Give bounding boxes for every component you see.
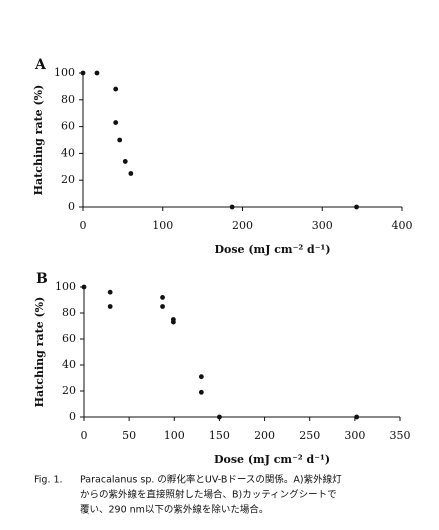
data-point [229,204,235,210]
x-tick-label: 350 [390,429,411,442]
y-tick-label: 80 [61,93,75,106]
y-tick-label: 0 [69,410,76,423]
y-tick-label: 60 [62,332,76,345]
x-tick-label: 200 [232,219,253,232]
data-point [160,304,165,309]
x-tick-label: 200 [254,429,275,442]
data-point [122,159,128,164]
x-tick-label: 100 [152,219,173,232]
y-tick-label: 60 [61,120,75,133]
data-point [170,319,176,325]
data-point [113,86,119,92]
caption-line: 覆い、290 nm以下の紫外線を除いた場合。 [80,504,268,516]
caption-label: Fig. 1. [34,475,63,486]
data-point [113,120,119,125]
x-tick-label: 300 [344,429,365,442]
y-tick-label: 20 [62,384,76,397]
y-tick-label: 40 [61,146,75,159]
x-tick-label: 50 [122,429,136,442]
y-tick-label: 80 [62,306,76,319]
data-point [107,289,113,295]
data-point [354,414,360,420]
x-tick-label: 100 [164,429,185,442]
y-tick-label: 0 [68,200,75,213]
data-point [81,284,87,290]
data-point [94,70,100,76]
data-point [128,171,134,176]
panel-label: B [36,271,48,287]
x-tick-label: 300 [312,219,333,232]
data-point [107,304,113,309]
x-tick-label: 150 [209,429,230,442]
y-axis-label: Hatching rate (%) [33,297,46,408]
caption-line: Paracalanus sp. の孵化率とUV-Bドースの関係。A)紫外線灯 [80,474,342,486]
y-tick-label: 100 [55,280,76,293]
panel-label: A [34,57,47,73]
data-point [217,414,222,420]
x-axis-label: Dose (mJ cm⁻² d⁻¹) [214,453,330,466]
y-axis-label: Hatching rate (%) [32,85,45,196]
y-tick-label: 20 [61,173,75,186]
x-tick-label: 250 [299,429,320,442]
x-tick-label: 400 [392,219,413,232]
y-tick-label: 100 [54,66,75,79]
data-point [160,295,165,300]
data-point [354,204,359,210]
data-point [198,374,204,380]
x-axis-label: Dose (mJ cm⁻² d⁻¹) [214,243,330,256]
x-tick-label: 0 [81,429,88,442]
y-tick-label: 40 [62,358,76,371]
caption-line: からの紫外線を直接照射した場合、B)カッティングシートで [80,489,337,501]
data-point [198,389,204,395]
data-point [117,137,123,143]
data-point [80,70,86,76]
x-tick-label: 0 [80,219,87,232]
